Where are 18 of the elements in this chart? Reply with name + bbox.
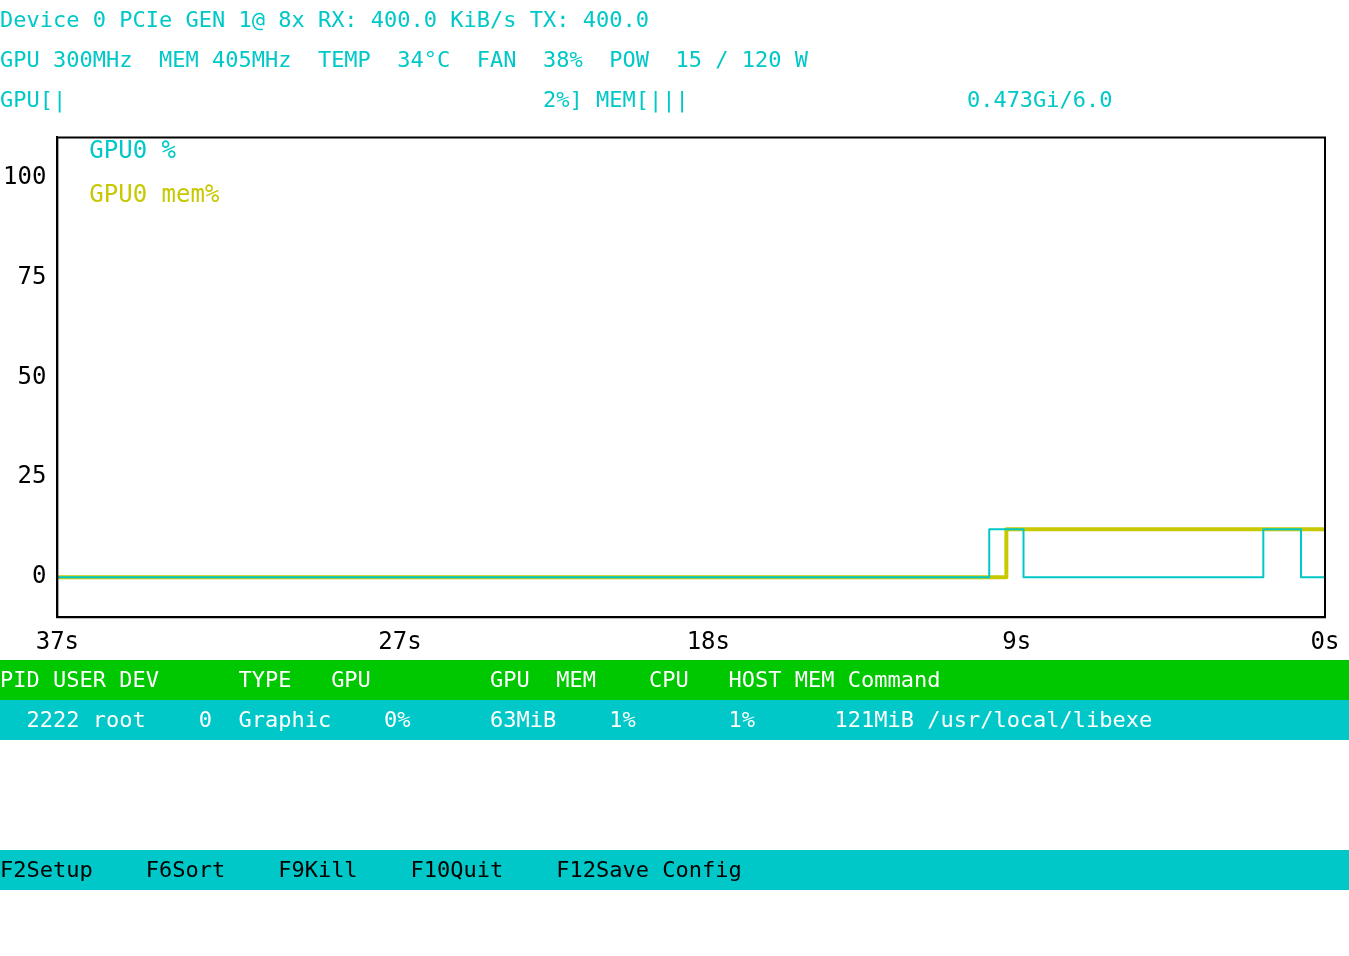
y-tick-label: 0 bbox=[31, 561, 47, 590]
x-tick-label: 0s bbox=[1310, 626, 1340, 655]
y-tick-label: 100 bbox=[2, 161, 47, 190]
x-tick-label: 27s bbox=[378, 626, 422, 655]
y-tick-label: 75 bbox=[17, 261, 47, 290]
y-tick-label: 50 bbox=[17, 361, 47, 390]
text: 2222 root 0 Graphic 0% 63MiB 1% 1% 121MiB /usr/local/libexe bbox=[0, 700, 1349, 740]
text: F2Setup F6Sort F9Kill F10Quit F12Save Config bbox=[0, 850, 1349, 890]
chart-title: Device 0 PCIe GEN 1@ 8x RX: 400.0 KiB/s TX: 400.0 bbox=[0, 6, 650, 34]
y-tick-label: 25 bbox=[17, 461, 47, 490]
text: GPU0 mem% bbox=[89, 180, 220, 209]
text: GPU 300MHz MEM 405MHz TEMP 34°C FAN 38% POW 15 / 120 W bbox=[0, 46, 809, 74]
x-tick-label: 18s bbox=[686, 626, 730, 655]
x-tick-label: 9s bbox=[1002, 626, 1032, 655]
text: GPU[| 2%] MEM[||| 0.473Gi/6.0 bbox=[0, 86, 1114, 115]
text: GPU0 % bbox=[89, 136, 177, 165]
text: PID USER DEV TYPE GPU GPU MEM CPU HOST MEM Command bbox=[0, 660, 1349, 700]
x-tick-label: 37s bbox=[35, 626, 80, 655]
